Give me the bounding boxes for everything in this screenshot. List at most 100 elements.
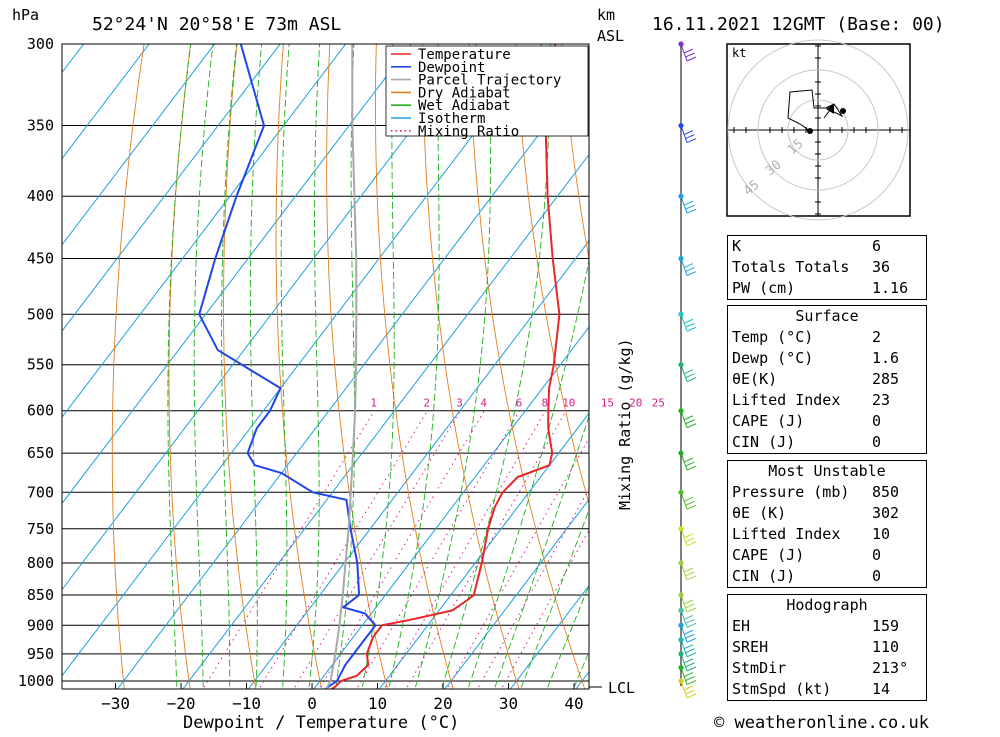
legend-entry: Parcel Trajectory: [418, 73, 561, 89]
wet-adiabat: [493, 414, 589, 689]
isotherm: [62, 44, 281, 332]
temperature-tick-label: −30: [101, 694, 130, 713]
index-label: Totals Totals: [732, 258, 850, 276]
wind-barb: [680, 667, 697, 686]
dry-adiabat: [515, 44, 589, 506]
wind-barb-feather: [685, 267, 695, 272]
pressure-tick-label: 600: [27, 402, 54, 420]
dry-adiabat: [168, 44, 191, 689]
hodograph-index-value: 159: [872, 617, 900, 635]
plot-frame: [61, 43, 590, 690]
wet-adiabat: [467, 258, 589, 689]
legend-entry: Dry Adiabat: [418, 85, 511, 101]
isotherm: [62, 44, 347, 419]
pressure-tick-label: 750: [27, 520, 54, 538]
hodograph-index-value: 213°: [872, 659, 909, 677]
wind-barb-feather: [685, 204, 695, 210]
wind-barb-feather: [683, 318, 694, 324]
surface-index-row: θE(K) 285: [728, 369, 927, 390]
isotherm: [378, 412, 589, 689]
wind-barb: [680, 314, 697, 332]
wind-barb: [680, 125, 697, 144]
mixing-ratio-label: 1: [370, 397, 377, 410]
wind-barb-feather: [683, 644, 694, 650]
wind-barb-feather: [686, 423, 697, 429]
pressure-tick-label: 650: [27, 444, 54, 462]
hodograph-point: [840, 108, 846, 114]
hodograph-index-label: SREH: [732, 638, 769, 656]
wind-barb-feather: [686, 208, 697, 214]
surface-index-label: Lifted Index: [732, 391, 841, 409]
surface-table: Surface Temp (°C) 2 Dewp (°C) 1.6 θE(K) 285 Lif…: [727, 305, 927, 454]
legend-entry: Isotherm: [418, 111, 485, 127]
hodograph-storm-marker: [826, 104, 834, 114]
isotherm: [62, 44, 150, 160]
wind-barb-feather: [686, 693, 697, 699]
most-unstable-index-row: Pressure (mb) 850: [728, 482, 927, 503]
index-label: PW (cm): [732, 279, 796, 297]
wind-barb-feather: [683, 457, 694, 463]
most-unstable-index-row: CAPE (J) 0: [728, 545, 927, 566]
hodograph-row: Hodograph: [728, 595, 927, 617]
wet-adiabat: [546, 584, 589, 689]
wind-barb-feather: [683, 415, 694, 421]
most-unstable-index-label: θE (K): [732, 504, 787, 522]
hodograph-index-label: StmDir: [732, 659, 787, 677]
most-unstable-index-value: 850: [872, 483, 900, 501]
wind-barb: [680, 43, 697, 62]
wind-barb-feather: [686, 652, 697, 658]
hodograph-ring: [757, 69, 879, 191]
temperature-tick-label: 0: [307, 694, 317, 713]
location-title: 52°24'N 20°58'E 73m ASL: [92, 14, 341, 35]
wind-barb-feather: [686, 622, 697, 628]
mixing-ratio-label: 8: [542, 397, 549, 410]
wind-barb-feather: [683, 48, 694, 54]
pressure-tick-label: 950: [27, 645, 54, 663]
km-label: km: [597, 6, 615, 24]
surface-index-value: 0: [872, 412, 882, 430]
hodograph-table: Hodograph EH 159 SREH 110 StmDir 213° StmSpd (k…: [727, 594, 927, 701]
isotherm: [444, 498, 589, 689]
legend-entry: Dewpoint: [418, 60, 485, 76]
index-value: 36: [872, 258, 891, 276]
legend-entry: Temperature: [418, 47, 511, 63]
wind-level-dot: [678, 193, 684, 199]
hodograph-index-label: StmSpd (kt): [732, 680, 832, 698]
wind-barb-feather: [685, 662, 695, 668]
temperature-tick-label: −20: [167, 694, 196, 713]
wind-barb-feather: [686, 271, 697, 276]
wind-barb-feather: [685, 648, 695, 654]
hodograph-index-row: EH 159: [728, 616, 927, 637]
most-unstable-table: Most Unstable Pressure (mb) 850 θE (K) 302 Li…: [727, 460, 927, 588]
temperature-tick-label: 10: [368, 694, 387, 713]
most-unstable-index-value: 0: [872, 567, 882, 585]
wind-barb: [680, 196, 697, 214]
isotherm: [182, 153, 589, 689]
wind-barb-feather: [685, 322, 695, 328]
wind-barb: [680, 258, 697, 276]
dry-adiabat: [422, 44, 520, 689]
temperature-tick-label: −10: [232, 694, 261, 713]
surface-index-value: 2: [872, 328, 882, 346]
wet-adiabat: [335, 44, 356, 689]
pressure-tick-label: 500: [27, 305, 54, 323]
wind-barb-feather: [685, 537, 695, 543]
isotherm: [62, 44, 216, 246]
isotherm: [62, 44, 543, 677]
wet-adiabat: [414, 44, 492, 689]
mixing-ratio-label: 15: [601, 397, 614, 410]
wind-barb-feather: [686, 138, 697, 144]
hodograph-index-value: 110: [872, 638, 900, 656]
wind-barb-feather: [685, 134, 695, 140]
surface-index-row: CIN (J) 0: [728, 432, 927, 454]
hodograph-title: Hodograph: [786, 596, 868, 614]
wind-barb-feather: [686, 326, 697, 332]
most-unstable-title: Most Unstable: [768, 462, 886, 480]
wind-barb-feather: [686, 666, 697, 672]
surface-index-label: Temp (°C): [732, 328, 814, 346]
surface-index-value: 0: [872, 433, 882, 451]
wind-barb-feather: [683, 658, 694, 664]
mixing-ratio-axis-label: Mixing Ratio (g/kg): [616, 338, 634, 510]
index-value: 6: [872, 237, 882, 255]
hodograph-index-value: 14: [872, 680, 891, 698]
